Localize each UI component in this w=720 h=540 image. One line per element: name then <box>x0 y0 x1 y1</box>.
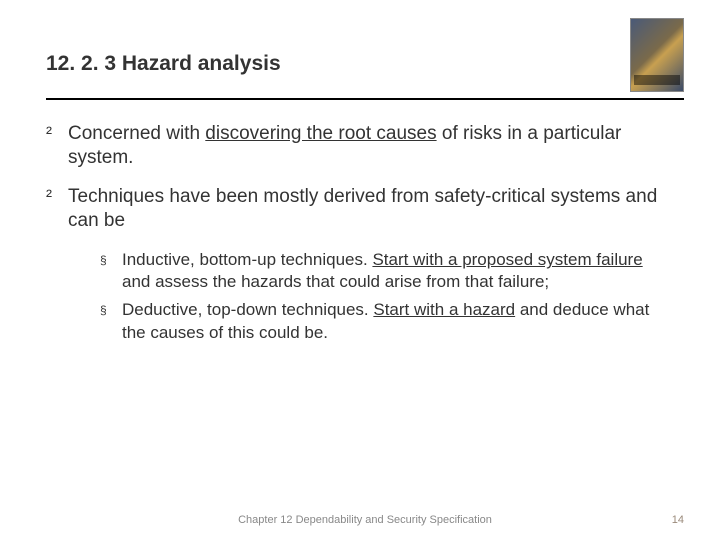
diamond-bullet-icon: ² <box>46 122 68 171</box>
footer-spacer <box>46 514 86 526</box>
bullet-text: Inductive, bottom-up techniques. Start w… <box>122 249 674 293</box>
text-run: Deductive, top-down techniques. <box>122 300 373 319</box>
bullet-text: Techniques have been mostly derived from… <box>68 185 674 234</box>
book-cover-thumbnail <box>630 18 684 92</box>
text-run: Concerned with <box>68 123 205 144</box>
bullet-text: Concerned with discovering the root caus… <box>68 122 674 171</box>
page-number: 14 <box>644 514 684 526</box>
slide-body: ² Concerned with discovering the root ca… <box>0 100 720 344</box>
text-run: and assess the hazards that could arise … <box>122 272 549 291</box>
bullet-level2: § Deductive, top-down techniques. Start … <box>100 299 674 343</box>
text-run: Techniques have been mostly derived from… <box>68 186 657 231</box>
square-bullet-icon: § <box>100 249 122 293</box>
top-spacer <box>0 0 720 38</box>
slide-title: 12. 2. 3 Hazard analysis <box>46 38 630 76</box>
underlined-text: Start with a hazard <box>373 300 515 319</box>
bullet-text: Deductive, top-down techniques. Start wi… <box>122 299 674 343</box>
bullet-level1: ² Concerned with discovering the root ca… <box>46 122 674 171</box>
underlined-text: Start with a proposed system failure <box>372 250 642 269</box>
diamond-bullet-icon: ² <box>46 185 68 234</box>
text-run: Inductive, bottom-up techniques. <box>122 250 372 269</box>
header-row: 12. 2. 3 Hazard analysis <box>0 38 720 92</box>
bullet-level1: ² Techniques have been mostly derived fr… <box>46 185 674 234</box>
slide-footer: Chapter 12 Dependability and Security Sp… <box>0 514 720 526</box>
footer-chapter: Chapter 12 Dependability and Security Sp… <box>86 514 644 526</box>
square-bullet-icon: § <box>100 299 122 343</box>
bullet-level2: § Inductive, bottom-up techniques. Start… <box>100 249 674 293</box>
underlined-text: discovering the root causes <box>205 123 436 144</box>
slide: 12. 2. 3 Hazard analysis ² Concerned wit… <box>0 0 720 540</box>
sub-bullet-group: § Inductive, bottom-up techniques. Start… <box>46 247 674 343</box>
